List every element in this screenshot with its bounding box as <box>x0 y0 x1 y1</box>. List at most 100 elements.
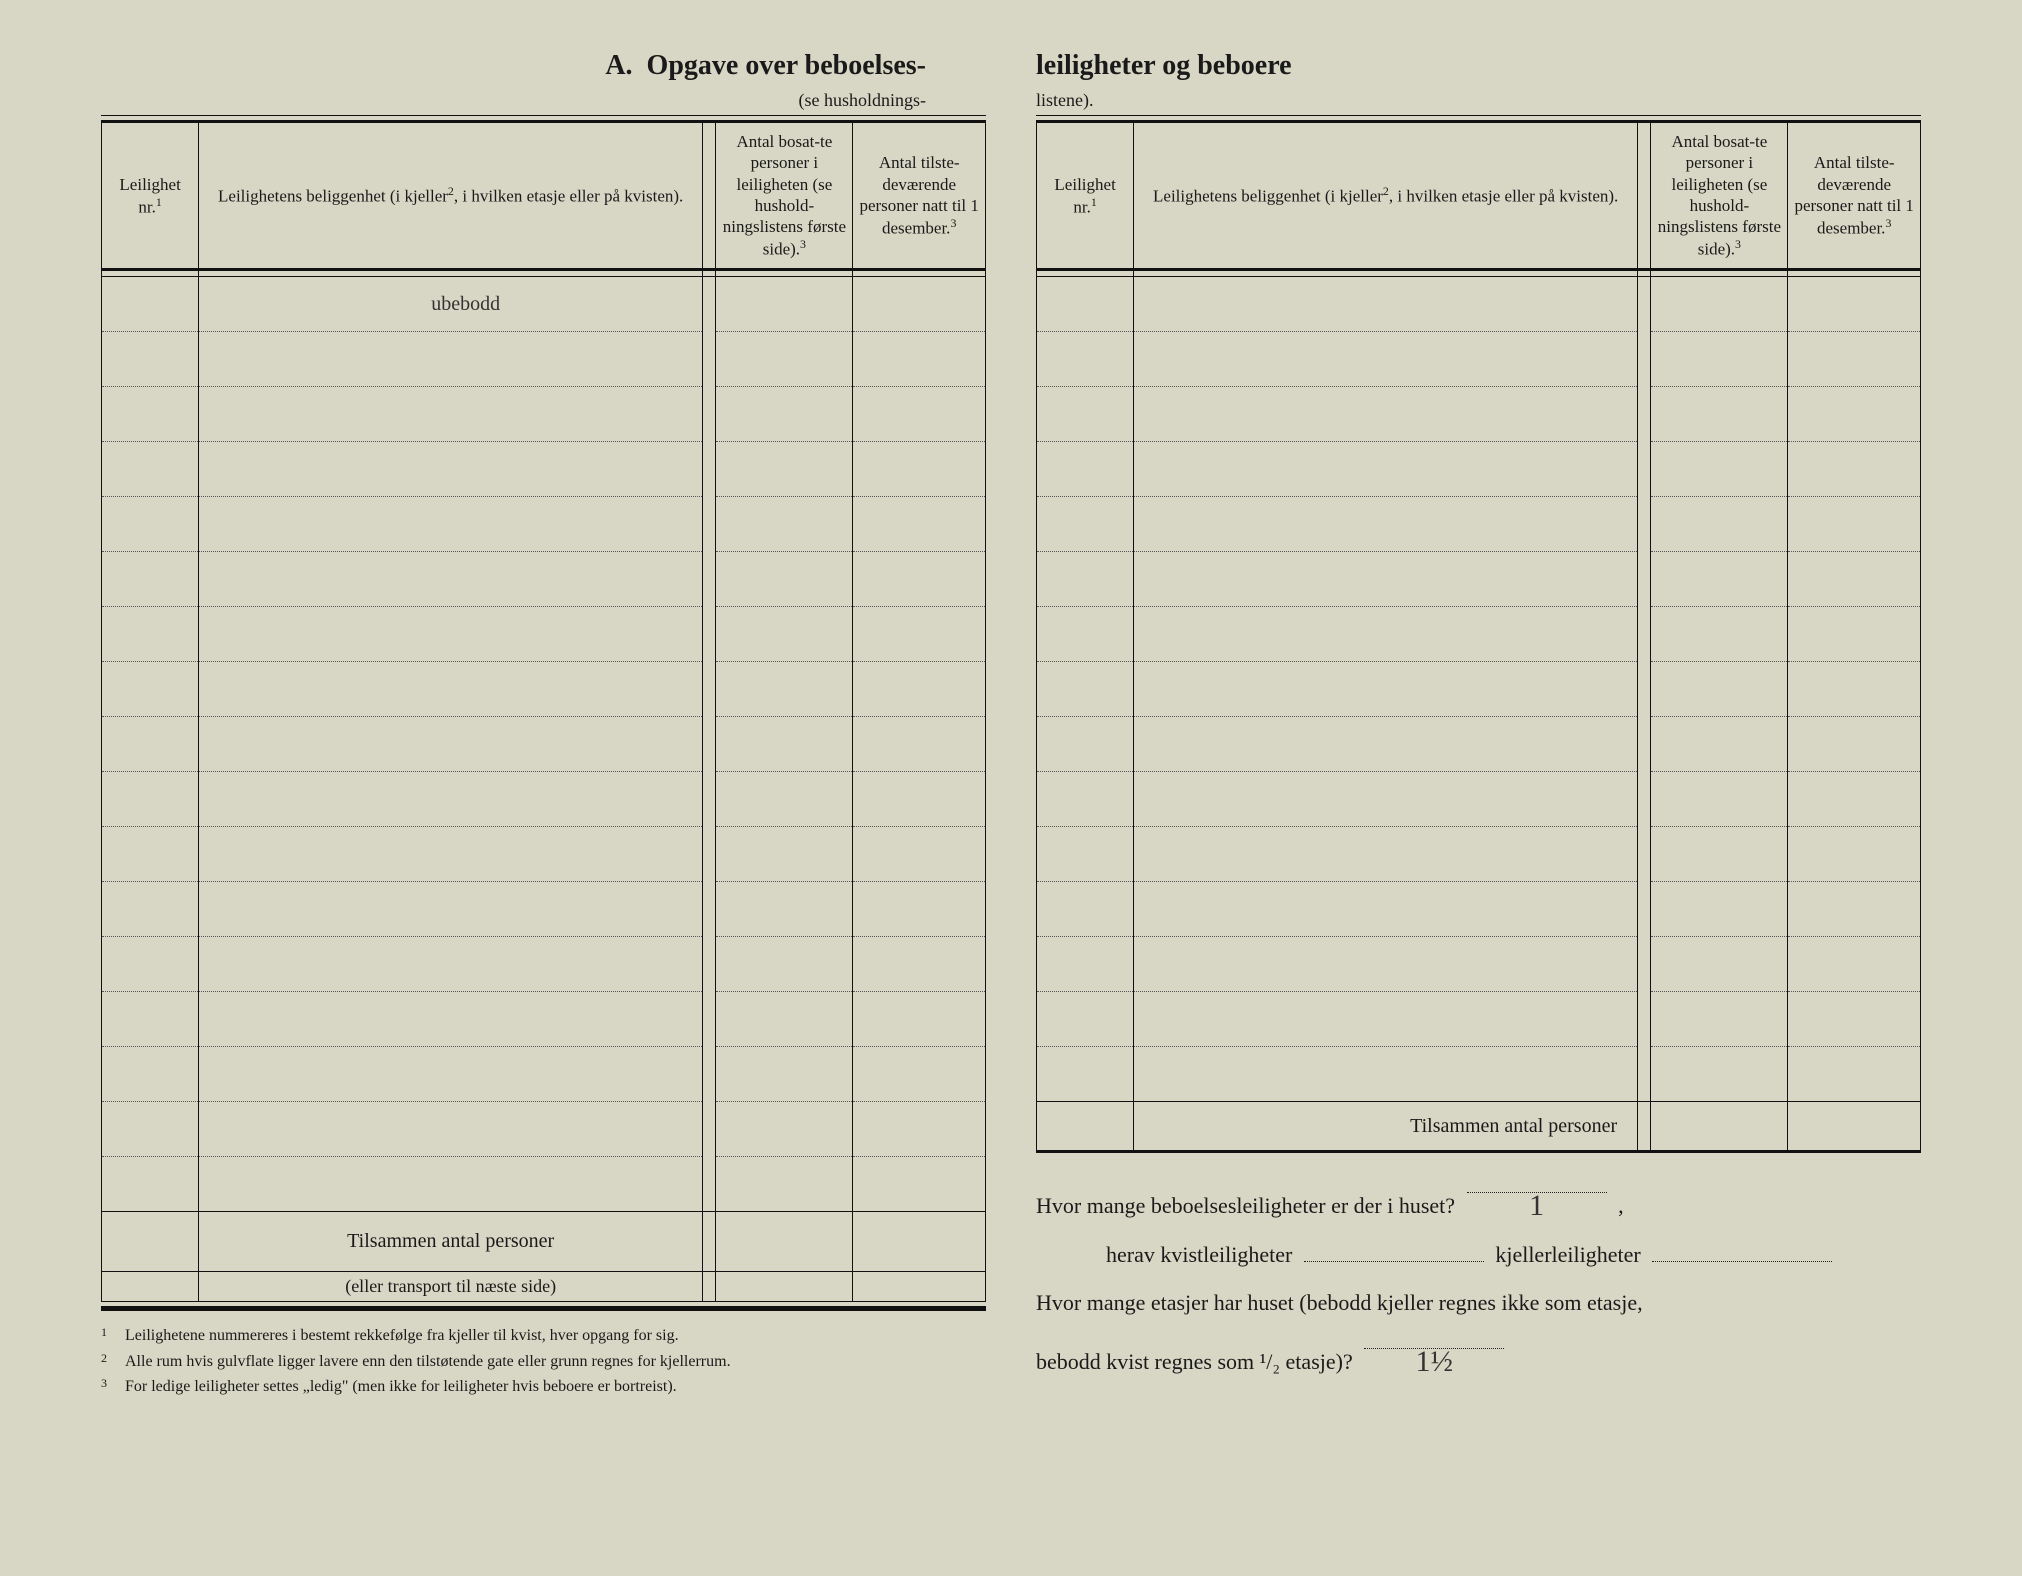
gap <box>1638 332 1651 387</box>
gap <box>703 123 716 270</box>
gap <box>1638 717 1651 772</box>
right-subtitle: listene). <box>1036 90 1921 116</box>
footnotes: 1Leilighetene nummereres i bestemt rekke… <box>101 1323 986 1400</box>
cell-nr <box>102 937 199 992</box>
cell-nr <box>1037 1047 1134 1102</box>
table-row <box>1037 992 1921 1047</box>
q2b-blank <box>1652 1240 1832 1262</box>
gap <box>1638 387 1651 442</box>
q1-answer: 1 <box>1529 1189 1544 1222</box>
cell-p2 <box>853 772 986 827</box>
gap <box>1638 662 1651 717</box>
cell-p2 <box>1788 827 1921 882</box>
sup: 3 <box>950 216 956 230</box>
cell-loc <box>199 332 703 387</box>
table-row <box>1037 277 1921 332</box>
cell-nr <box>1037 772 1134 827</box>
q2a-text: herav kvistleiligheter <box>1106 1242 1292 1267</box>
cell-p2 <box>853 442 986 497</box>
cell-p2 <box>853 277 986 332</box>
q3-blank: 1½ <box>1364 1327 1504 1349</box>
left-footer-sub: (eller transport til næste side) <box>199 1272 703 1302</box>
cell-nr <box>102 992 199 1047</box>
col1-header: Leilighet nr.1 <box>1037 123 1134 270</box>
gap <box>703 662 716 717</box>
cell-p1 <box>716 717 853 772</box>
cell-nr <box>102 607 199 662</box>
sup: 3 <box>800 237 806 251</box>
cell-nr <box>102 277 199 332</box>
title-prefix: A. <box>605 50 632 82</box>
cell-p2 <box>853 1157 986 1212</box>
col2a: Leilighetens beliggenhet (i kjeller <box>218 187 448 206</box>
cell-p1 <box>716 387 853 442</box>
gap <box>703 772 716 827</box>
gap <box>1638 827 1651 882</box>
cell-nr <box>102 1102 199 1157</box>
cell-p1 <box>1651 277 1788 332</box>
cell-nr <box>1037 442 1134 497</box>
cell-p2 <box>853 1102 986 1157</box>
table-row <box>1037 332 1921 387</box>
cell-loc <box>1134 497 1638 552</box>
cell-loc <box>199 1102 703 1157</box>
footnote-text: Leilighetene nummereres i bestemt rekkef… <box>125 1323 679 1349</box>
cell-p2 <box>1788 332 1921 387</box>
left-table-header: Leilighet nr.1 Leilighetens beliggenhet … <box>102 123 986 270</box>
gap <box>1638 992 1651 1047</box>
table-row: ubebodd <box>102 277 986 332</box>
table-row <box>1037 552 1921 607</box>
gap <box>703 992 716 1047</box>
cell-p1 <box>1651 937 1788 992</box>
table-row <box>102 882 986 937</box>
cell-loc <box>199 937 703 992</box>
left-footer-row: Tilsammen antal personer <box>102 1212 986 1272</box>
cell-p2 <box>1788 717 1921 772</box>
table-row <box>102 387 986 442</box>
cell-nr <box>1037 552 1134 607</box>
table-row <box>102 772 986 827</box>
cell-p2 <box>1788 497 1921 552</box>
right-table-header: Leilighet nr.1 Leilighetens beliggenhet … <box>1037 123 1921 270</box>
cell-loc <box>199 1047 703 1102</box>
table-row <box>102 497 986 552</box>
sup: 1 <box>156 195 162 209</box>
cell-nr <box>102 662 199 717</box>
left-subtitle: (se husholdnings- <box>101 90 986 116</box>
gap <box>1638 497 1651 552</box>
cell-p1 <box>716 497 853 552</box>
cell-loc <box>199 1157 703 1212</box>
cell-p1 <box>1651 992 1788 1047</box>
rule-bottom <box>101 1306 986 1311</box>
q3-fraction: ¹/₂ <box>1260 1349 1280 1374</box>
cell-p2 <box>853 607 986 662</box>
col1-header-text: Leilighet nr. <box>119 175 180 217</box>
cell-nr <box>102 772 199 827</box>
cell-loc <box>1134 607 1638 662</box>
gap <box>703 277 716 332</box>
table-row <box>102 662 986 717</box>
gap <box>703 607 716 662</box>
left-page: A. Opgave over beboelses- (se husholdnin… <box>101 50 986 1470</box>
cell-loc <box>1134 442 1638 497</box>
cell-p2 <box>853 882 986 937</box>
col4-header: Antal tilste-deværende personer natt til… <box>1788 123 1921 270</box>
cell-loc <box>1134 827 1638 882</box>
table-row <box>102 992 986 1047</box>
cell-p2 <box>853 497 986 552</box>
gap <box>703 937 716 992</box>
cell-nr <box>102 1047 199 1102</box>
cell-p1 <box>1651 607 1788 662</box>
sup: 3 <box>1885 216 1891 230</box>
q2b-text: kjellerleiligheter <box>1495 1242 1640 1267</box>
table-row <box>102 442 986 497</box>
cell-p2 <box>853 662 986 717</box>
cell-nr <box>1037 662 1134 717</box>
col4-header-text: Antal tilste-deværende personer natt til… <box>1794 153 1913 237</box>
cell-loc <box>1134 992 1638 1047</box>
cell-loc <box>199 442 703 497</box>
table-row <box>1037 497 1921 552</box>
gap <box>703 1157 716 1212</box>
gap <box>1638 882 1651 937</box>
question-3-line2: bebodd kvist regnes som ¹/₂ etasje)? 1½ <box>1036 1327 1921 1386</box>
